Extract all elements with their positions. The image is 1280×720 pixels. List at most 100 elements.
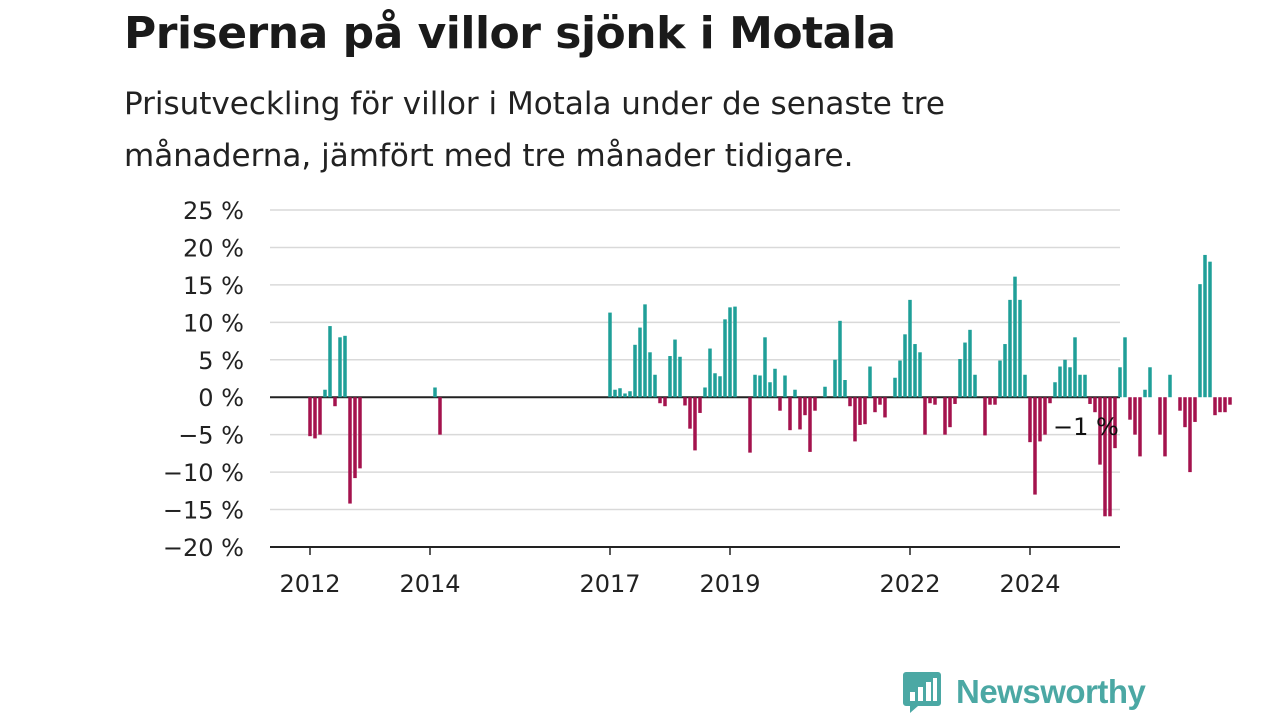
y-axis-labels: 25 % 20 % 15 % 10 % 5 % 0 % −5 % −10 % −15 % −20 … (163, 197, 244, 562)
bar-2023-04 (983, 397, 987, 436)
bar-2023-07 (998, 360, 1002, 398)
x-tick-label: 2019 (699, 570, 760, 598)
bar-2022-01 (908, 299, 912, 398)
bar-undefined (1158, 397, 1162, 435)
bar-2022-09 (948, 397, 952, 428)
bar-2012-02 (313, 397, 317, 439)
bar-2022-06 (933, 397, 937, 405)
bar-2017-10 (653, 374, 657, 398)
bar-undefined (1118, 367, 1122, 398)
bar-2018-12 (723, 319, 727, 398)
bar-2012-04 (323, 389, 327, 398)
bar-undefined (1128, 397, 1132, 420)
bar-2017-04 (623, 393, 627, 398)
bar-2021-06 (873, 397, 877, 413)
bar-undefined (1183, 397, 1187, 428)
bar-2023-08 (1003, 344, 1007, 398)
bar-2018-06 (693, 397, 697, 451)
bar-2022-04 (923, 397, 927, 435)
bar-2012-06 (333, 397, 337, 407)
bar-2022-11 (958, 359, 962, 398)
bar-2012-08 (343, 335, 347, 398)
bar-2022-02 (913, 344, 917, 398)
bar-2017-09 (648, 352, 652, 398)
bar-undefined (1098, 397, 1102, 465)
bar-2021-07 (878, 397, 882, 405)
bar-2012-01 (308, 397, 312, 437)
bar-undefined (1188, 397, 1192, 473)
bar-2018-01 (668, 356, 672, 398)
bar-2020-03 (798, 397, 802, 430)
brand-name: Newsworthy (956, 673, 1146, 710)
bar-2020-05 (808, 397, 812, 452)
bar-2023-05 (988, 397, 992, 405)
bar-2017-03 (618, 388, 622, 398)
bar-2019-07 (758, 375, 762, 398)
bar-2019-02 (733, 306, 737, 398)
bar-2021-03 (858, 397, 862, 425)
bar-2021-11 (898, 360, 902, 398)
bar-2021-05 (868, 366, 872, 398)
bar-2024-04 (1043, 397, 1047, 435)
bar-2023-09 (1008, 299, 1012, 398)
bar-undefined (1163, 397, 1167, 457)
bar-2017-07 (638, 327, 642, 398)
bar-2023-10 (1013, 276, 1017, 398)
bar-2023-12 (1023, 374, 1027, 398)
bar-2012-07 (338, 337, 342, 398)
bar-undefined (1193, 397, 1197, 422)
bar-undefined (1093, 397, 1097, 413)
bar-2019-12 (783, 375, 787, 398)
bar-2024-12 (1083, 374, 1087, 398)
bar-2020-02 (793, 389, 797, 398)
bar-undefined (1203, 254, 1207, 398)
bar-undefined (1218, 397, 1222, 413)
bar-2018-09 (708, 348, 712, 398)
bar-undefined (1113, 397, 1117, 449)
newsworthy-logo-icon (903, 672, 941, 713)
bar-2021-01 (848, 397, 852, 407)
bar-2020-01 (788, 397, 792, 431)
bar-undefined (1168, 374, 1172, 398)
bar-2020-10 (833, 359, 837, 398)
y-tick-label: −15 % (163, 497, 244, 525)
bar-2024-07 (1058, 366, 1062, 398)
x-axis: 2012 2014 2017 2019 2022 2024 (270, 546, 1120, 598)
bar-undefined (1198, 284, 1202, 398)
x-tick-label: 2012 (279, 570, 340, 598)
bar-2017-08 (643, 304, 647, 398)
x-tick-label: 2022 (879, 570, 940, 598)
bar-undefined (1213, 397, 1217, 416)
y-tick-label: 25 % (183, 197, 244, 225)
bar-2023-11 (1018, 299, 1022, 398)
y-tick-label: 0 % (198, 384, 244, 412)
y-tick-label: −5 % (178, 422, 244, 450)
bar-chart: 25 % 20 % 15 % 10 % 5 % 0 % −5 % −10 % −15 % −20 … (163, 197, 1232, 598)
bar-2019-06 (753, 374, 757, 398)
bar-2012-10 (353, 397, 357, 479)
bar-2024-05 (1048, 397, 1052, 404)
bar-2018-07 (698, 397, 702, 413)
bar-undefined (1143, 389, 1147, 398)
y-tick-label: 10 % (183, 309, 244, 337)
bar-2019-11 (778, 397, 782, 411)
bar-undefined (1108, 397, 1112, 517)
bar-2020-04 (803, 397, 807, 416)
bar-2012-05 (328, 326, 332, 398)
bar-2021-04 (863, 397, 867, 425)
bar-undefined (1208, 261, 1212, 398)
bar-undefined (1148, 367, 1152, 398)
bar-2024-11 (1078, 374, 1082, 398)
bar-2020-06 (813, 397, 817, 411)
bar-2017-11 (658, 397, 662, 404)
bar-2018-10 (713, 373, 717, 398)
bar-undefined (1103, 397, 1107, 517)
bar-2018-03 (678, 356, 682, 398)
y-tick-label: 15 % (183, 272, 244, 300)
bar-2022-08 (943, 397, 947, 435)
bar-2012-09 (348, 397, 352, 504)
bar-2020-11 (838, 320, 842, 398)
x-tick-label: 2017 (579, 570, 640, 598)
bar-2018-11 (718, 376, 722, 398)
bar-2022-10 (953, 397, 957, 404)
